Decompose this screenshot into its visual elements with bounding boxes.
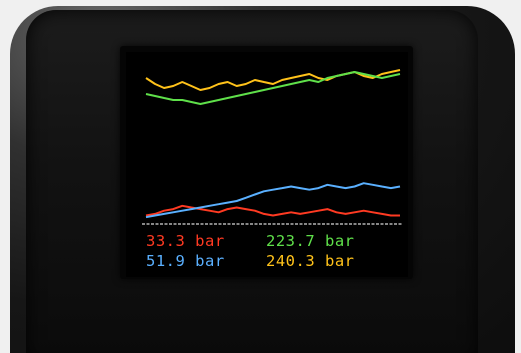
readout-red: 33.3 bar: [146, 232, 225, 250]
readout-yellow: 240.3 bar: [266, 252, 355, 270]
trend-line-1-0: [145, 204, 400, 217]
trend-line-1-1: [145, 182, 401, 219]
display-screen: 33.3 bar 223.7 bar 51.9 bar 240.3 bar: [126, 52, 408, 277]
readout-blue: 51.9 bar: [146, 252, 225, 270]
trend-line-0-1: [145, 71, 401, 105]
readout-green: 223.7 bar: [266, 232, 355, 250]
pressure-trend-plot: [142, 69, 402, 225]
